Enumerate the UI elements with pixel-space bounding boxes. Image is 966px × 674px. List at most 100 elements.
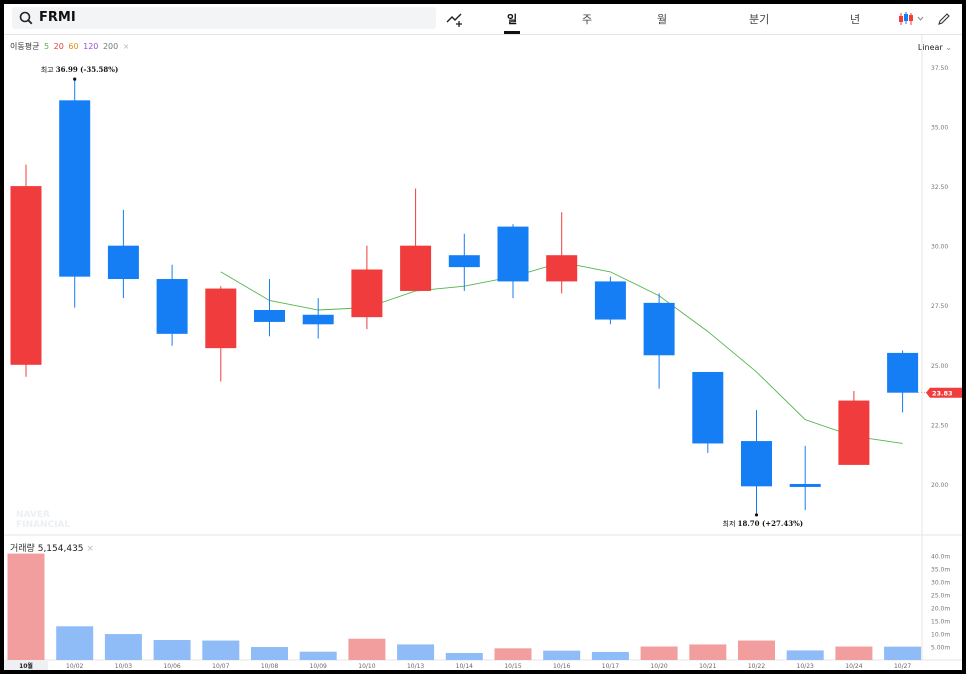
candle-body	[789, 483, 821, 487]
date-tick-label: 10/21	[699, 663, 716, 670]
candle-body	[546, 255, 578, 282]
candle	[546, 212, 578, 294]
candle-body	[400, 245, 432, 291]
volume-bar	[348, 638, 386, 660]
volume-bar	[397, 644, 435, 660]
volume-bar	[738, 640, 775, 660]
candle-body	[594, 281, 626, 320]
date-tick-label: 10/10	[358, 663, 375, 670]
tab-quarter[interactable]: 분기	[749, 13, 770, 26]
ma-20: 20	[53, 42, 64, 51]
candle	[302, 298, 334, 339]
volume-tick-label: 15.0m	[931, 619, 950, 626]
volume-bar	[153, 640, 191, 660]
candle	[497, 224, 529, 299]
candle	[692, 371, 724, 453]
ma5-polyline	[220, 261, 903, 444]
volume-tick-label: 25.0m	[931, 593, 950, 600]
candle-body	[497, 226, 529, 282]
candle	[741, 410, 772, 515]
last-price-label: 23.83	[932, 390, 953, 398]
volume-legend[interactable]: 거래량 5,154,435 ×	[10, 541, 94, 554]
volume-axis: 40.0m 35.0m 30.0m 25.0m 20.0m 15.0m 10.0m 5.00m	[931, 554, 950, 652]
candle-body	[10, 186, 42, 365]
ma-title: 이동평균	[10, 42, 40, 51]
candlestick-type-icon[interactable]	[898, 12, 926, 26]
volume-bar	[251, 647, 288, 660]
ma-200: 200	[102, 42, 119, 51]
candle-body	[692, 371, 724, 444]
price-tick-label: 22.50	[931, 422, 948, 429]
date-tick-label: 10/02	[66, 663, 83, 670]
tab-month[interactable]: 월	[657, 13, 668, 26]
date-tick-label: 10/13	[407, 663, 424, 670]
pencil-icon[interactable]	[937, 12, 951, 26]
date-tick-label: 10/24	[845, 663, 862, 670]
candle-body	[107, 245, 139, 280]
price-tick-label: 37.50	[931, 65, 948, 72]
date-tick-label: 10/20	[650, 663, 667, 670]
volume-close-icon[interactable]: ×	[86, 544, 94, 554]
candle	[156, 264, 188, 346]
ma-5: 5	[44, 42, 50, 51]
candle-body	[205, 288, 237, 349]
volume-tick-label: 20.0m	[931, 606, 950, 613]
search-icon	[19, 11, 33, 25]
candle	[887, 350, 919, 413]
volume-title: 거래량	[10, 544, 35, 554]
price-tick-label: 20.00	[931, 482, 948, 489]
tab-week[interactable]: 주	[582, 13, 593, 26]
candle-body	[59, 100, 91, 277]
volume-bar	[299, 651, 337, 660]
tab-day[interactable]: 일	[507, 13, 518, 26]
volume-value: 5,154,435	[37, 544, 84, 554]
volume-tick-label: 5.00m	[931, 645, 950, 652]
candle-body	[254, 310, 285, 322]
volume-tick-label: 40.0m	[931, 554, 950, 561]
candles	[10, 79, 919, 515]
tab-year[interactable]: 년	[850, 13, 861, 26]
candle-body	[838, 400, 870, 465]
candle	[10, 164, 42, 377]
date-axis: 10월 10/02 10/03 10/06 10/07 10/08 10/09 10/10 10…	[4, 660, 911, 670]
watermark-text: NAVER	[16, 510, 50, 520]
candle-body	[741, 441, 772, 487]
moving-average-legend[interactable]: 이동평균 5 20 60 120 200 ×	[10, 41, 131, 52]
chart-grid	[4, 34, 962, 661]
high-marker	[73, 77, 77, 81]
chevron-down-icon: ⌄	[945, 43, 952, 52]
candle	[594, 276, 626, 325]
candle-body	[156, 279, 188, 334]
volume-bars	[7, 553, 922, 660]
candle	[643, 293, 675, 389]
volume-bar	[494, 648, 532, 660]
price-tick-label: 27.50	[931, 303, 948, 310]
candle-body	[643, 302, 675, 356]
date-tick-label: 10/22	[748, 663, 765, 670]
compare-chart-icon[interactable]	[446, 11, 464, 27]
low-marker	[754, 513, 759, 517]
volume-bar	[202, 640, 240, 660]
symbol-search-box[interactable]: FRMI	[12, 7, 436, 29]
top-toolbar: FRMI 일 주 월 분기 년	[4, 4, 962, 35]
last-price-tag	[926, 387, 962, 398]
ma-close-icon[interactable]: ×	[122, 42, 130, 51]
candle-body	[302, 314, 334, 325]
scale-selector[interactable]: Linear ⌄	[918, 43, 952, 52]
scale-mode: Linear	[917, 43, 943, 52]
date-tick-label: 10월	[19, 662, 33, 670]
price-tick-label: 35.00	[931, 125, 948, 132]
active-tab-indicator	[504, 31, 520, 34]
date-tick-label: 10/23	[797, 663, 814, 670]
volume-tick-label: 30.0m	[931, 580, 950, 587]
ma-60: 60	[68, 42, 79, 51]
volume-tick-label: 35.0m	[931, 567, 950, 574]
date-tick-label: 10/15	[504, 663, 521, 670]
volume-bar	[56, 626, 94, 660]
volume-bar	[104, 634, 142, 660]
volume-bar	[640, 646, 678, 660]
volume-bar	[884, 646, 922, 660]
ma5-line	[220, 261, 903, 444]
date-tick-label: 10/07	[212, 663, 229, 670]
